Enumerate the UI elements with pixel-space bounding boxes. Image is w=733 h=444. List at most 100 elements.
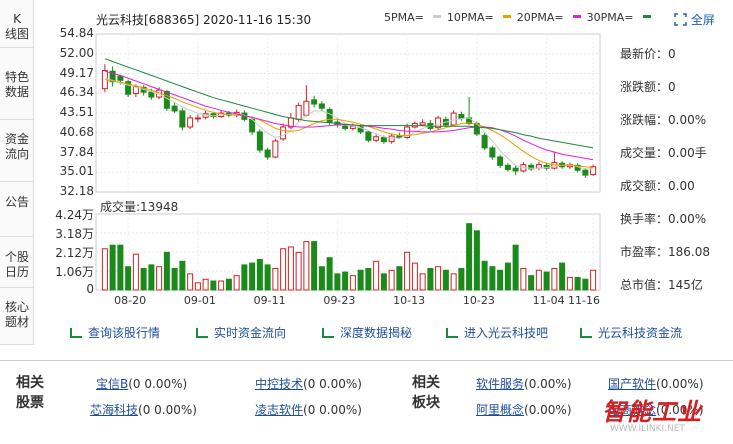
volume-bar — [264, 264, 271, 291]
volume-bar — [241, 264, 248, 291]
volume-bar — [249, 262, 256, 291]
candle — [357, 126, 364, 133]
candle — [210, 113, 217, 118]
sector-name[interactable]: 电商概念 — [608, 403, 657, 417]
ma-legend-item: 20PMA= — [516, 11, 564, 24]
candle — [380, 136, 387, 143]
volume-bar — [590, 269, 597, 291]
stock-name[interactable]: 凌志软件 — [255, 403, 304, 417]
link-label: 光云科技资金流 — [598, 326, 683, 340]
sidebar-tab-label: 线图 — [4, 27, 29, 41]
ma10-line — [104, 79, 594, 168]
link-4[interactable]: 光云科技资金流 — [580, 324, 682, 341]
date-tick-label: 09-01 — [183, 294, 216, 307]
candle — [272, 140, 279, 158]
volume-tick-label: 2.12万 — [55, 246, 94, 260]
ma-legend-swatch — [572, 15, 581, 18]
volume-bar — [380, 273, 387, 291]
stock-name[interactable]: 芯海科技 — [90, 403, 139, 417]
sidebar-tab-4[interactable]: 个股 日历 — [0, 240, 34, 288]
stock-chart — [95, 33, 601, 291]
link-2[interactable]: 深度数据揭秘 — [322, 324, 412, 341]
ma-legend-item: 10PMA= — [446, 11, 494, 24]
candle — [179, 110, 186, 128]
candle — [365, 131, 372, 141]
link-3[interactable]: 进入光云科技吧 — [446, 324, 548, 341]
volume-bar — [202, 278, 209, 291]
sector-name[interactable]: 国产软件 — [608, 377, 657, 391]
sidebar-tab-5[interactable]: 核心 题材 — [0, 290, 34, 345]
volume-bar — [466, 223, 473, 291]
quote-row: 市盈率：186.08 — [620, 245, 710, 259]
fullscreen-button[interactable]: 全屏 — [674, 11, 715, 28]
related-stock[interactable]: 中控技术(0 0.00%) — [255, 375, 362, 392]
volume-bar — [326, 257, 333, 291]
volume-bar — [287, 246, 294, 291]
ma-legend-item: 30PMA= — [586, 11, 634, 24]
price-tick-label: 46.34 — [59, 85, 94, 100]
candle — [497, 156, 504, 166]
volume-tick-label: 1.06万 — [55, 265, 94, 279]
volume-bar — [280, 248, 287, 291]
volume-bar — [388, 269, 395, 291]
quote-row: 换手率：0.00% — [620, 212, 707, 226]
price-tick-label: 40.68 — [59, 124, 94, 139]
related-sector[interactable]: 国产软件(0.00%) — [608, 375, 704, 392]
candle — [264, 149, 271, 158]
sidebar-tab-2[interactable]: 资金 流向 — [0, 122, 34, 182]
candle — [396, 135, 403, 138]
stock-name[interactable]: 宝信B — [96, 377, 129, 391]
volume-bar — [528, 275, 535, 291]
ma-legend-swatch — [432, 15, 441, 18]
candle — [504, 164, 511, 171]
line-chart-icon — [70, 328, 82, 338]
sidebar-tab-0[interactable]: K 线图 — [0, 0, 34, 48]
sidebar-tab-3[interactable]: 公告 — [0, 185, 34, 237]
candle — [373, 136, 380, 141]
volume-tick-label: 3.18万 — [55, 227, 94, 241]
volume-bar — [427, 267, 434, 291]
volume-bar — [419, 273, 426, 291]
sidebar-tab-1[interactable]: 特色 数据 — [0, 60, 34, 120]
related-sector[interactable]: 阿里概念(0.00%) — [476, 401, 572, 418]
price-tick-label: 49.17 — [59, 65, 94, 80]
volume-bar — [489, 266, 496, 291]
quote-row: 总市值：145亿 — [620, 278, 703, 292]
related-stock[interactable]: 芯海科技(0 0.00%) — [90, 401, 197, 418]
link-0[interactable]: 查询该股行情 — [70, 324, 160, 341]
sector-name[interactable]: 软件服务 — [476, 377, 525, 391]
sidebar-tab-label: 数据 — [4, 85, 29, 99]
candle — [481, 134, 488, 149]
related-sector[interactable]: 电商概念(0.00%) — [608, 401, 704, 418]
volume-bar — [551, 267, 558, 291]
link-1[interactable]: 实时资金流向 — [196, 324, 286, 341]
ma5-line — [104, 77, 594, 170]
related-stock[interactable]: 宝信B(0 0.00%) — [96, 375, 187, 392]
sector-name[interactable]: 阿里概念 — [476, 403, 525, 417]
volume-bar — [411, 262, 418, 291]
date-tick-label: 10-13 — [393, 294, 426, 307]
volume-bar — [117, 244, 124, 291]
volume-bar — [210, 280, 217, 291]
candle — [450, 112, 457, 126]
volume-bar — [373, 260, 380, 291]
related-stock[interactable]: 凌志软件(0 0.00%) — [255, 401, 362, 418]
date-tick-label: 10-23 — [462, 294, 495, 307]
candle — [342, 125, 349, 129]
volume-bar — [520, 267, 527, 291]
stock-name[interactable]: 中控技术 — [255, 377, 304, 391]
volume-bar — [442, 269, 449, 291]
related-sectors-title-line2: 板块 — [412, 395, 440, 411]
volume-bar — [187, 273, 194, 291]
related-sector[interactable]: 软件服务(0.00%) — [476, 375, 572, 392]
volume-bar — [396, 266, 403, 291]
volume-bar — [156, 266, 163, 291]
candle — [295, 104, 302, 120]
candle — [132, 86, 139, 95]
volume-bar — [504, 262, 511, 291]
volume-bar — [179, 260, 186, 291]
volume-bar — [233, 275, 240, 291]
volume-bar — [543, 271, 550, 291]
volume-bar — [109, 244, 116, 291]
related-sectors-title: 相关 板块 — [412, 373, 440, 413]
